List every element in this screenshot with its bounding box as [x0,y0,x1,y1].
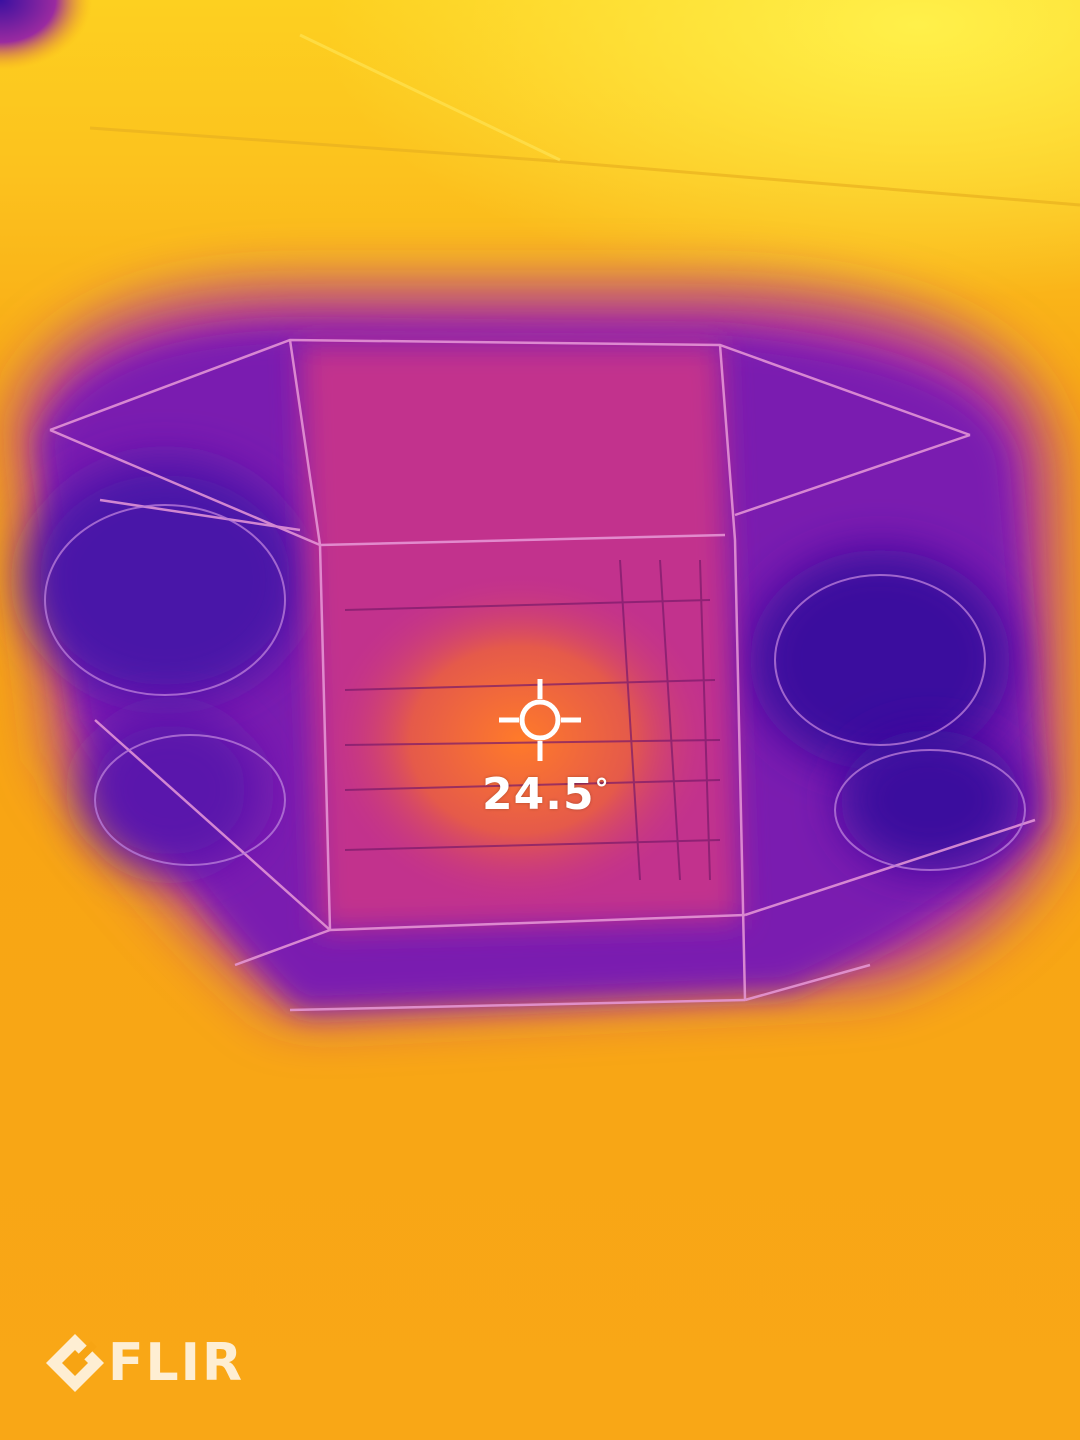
temperature-value: 24.5 [482,769,595,820]
flir-logo: FLIR [44,1328,244,1398]
crosshair-icon [499,679,581,761]
temperature-unit: ° [594,772,610,805]
logo-text: FLIR [108,1333,245,1393]
flir-logo-icon [46,1334,104,1392]
spot-temperature-readout: 24.5° [482,770,610,820]
